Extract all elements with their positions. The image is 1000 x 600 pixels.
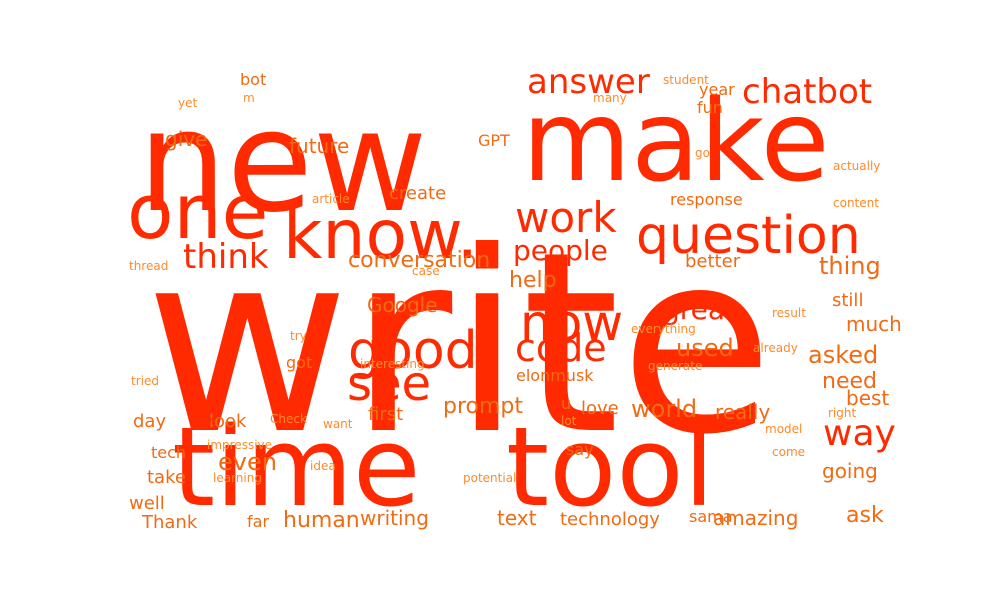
word-answer: answer xyxy=(527,62,650,102)
word-prompt: prompt xyxy=(443,394,523,419)
word-love: love xyxy=(581,398,619,419)
word-well: well xyxy=(129,493,165,514)
word-lot: lot xyxy=(561,414,577,428)
word-article: article xyxy=(312,192,350,206)
word-human: human xyxy=(283,508,360,533)
word-make: make xyxy=(522,77,830,207)
word-tried: tried xyxy=(131,374,159,388)
word-result: result xyxy=(772,306,806,320)
word-got: got xyxy=(286,353,312,372)
word-best: best xyxy=(846,386,889,410)
word-case: case xyxy=(412,264,440,278)
word-even: even xyxy=(218,448,277,476)
word-want: want xyxy=(323,417,353,431)
word-student: student xyxy=(663,73,709,87)
word-question: question xyxy=(636,206,861,266)
word-thank: Thank xyxy=(141,512,198,533)
word-potential: potential xyxy=(463,471,516,485)
word-look: look xyxy=(209,411,247,432)
word-used: used xyxy=(676,334,734,362)
word-work: work xyxy=(515,193,617,242)
word-going: going xyxy=(822,459,878,483)
word-content: content xyxy=(833,196,879,210)
word-take: take xyxy=(147,467,186,488)
word-technology: technology xyxy=(560,509,660,530)
word-far: far xyxy=(247,512,269,531)
word-text: text xyxy=(497,506,537,530)
word-tool: tool xyxy=(506,403,714,531)
word-already: already xyxy=(753,341,798,355)
word-better: better xyxy=(685,251,741,272)
word-idea: idea xyxy=(310,459,336,473)
word-m: m xyxy=(243,91,255,105)
word-give: give xyxy=(165,127,207,151)
word-interesting: interesting xyxy=(360,357,425,371)
word-thing: thing xyxy=(819,252,881,280)
word-sama: sama xyxy=(689,507,733,526)
word-writing: writing xyxy=(360,506,429,530)
word-see: see xyxy=(347,356,431,412)
word-go: go xyxy=(695,146,710,160)
word-great: great xyxy=(662,293,736,326)
word-code: code xyxy=(515,326,607,370)
word-know: know. xyxy=(283,196,478,275)
word-new: new xyxy=(138,81,427,244)
word-right: right xyxy=(828,406,856,420)
word-bot: bot xyxy=(240,70,266,89)
word-asked: asked xyxy=(808,341,878,369)
word-come: come xyxy=(772,445,805,459)
word-world: world xyxy=(631,395,697,423)
word-future: future xyxy=(289,134,349,158)
word-time: time xyxy=(172,403,421,531)
word-one: one xyxy=(127,167,268,256)
word-yet: yet xyxy=(178,96,197,110)
word-amazing: amazing xyxy=(713,506,798,530)
word-learning: learning xyxy=(213,471,262,485)
word-way: way xyxy=(823,413,896,454)
word-response: response xyxy=(670,190,743,209)
word-really: really xyxy=(715,400,770,424)
word-tech: tech xyxy=(151,443,186,462)
word-google: Google xyxy=(367,293,438,317)
word-fun: fun xyxy=(697,98,723,117)
word-elonmusk: elonmusk xyxy=(516,366,594,385)
word-still: still xyxy=(832,290,863,311)
word-conversation: conversation xyxy=(348,248,490,273)
word-say: say xyxy=(566,440,594,459)
word-write: write xyxy=(145,198,774,489)
word-chatbot: chatbot xyxy=(742,72,872,112)
word-help: help xyxy=(509,268,557,293)
word-many: many xyxy=(593,91,627,105)
word-impressive: impressive xyxy=(207,438,272,452)
word-day: day xyxy=(133,411,166,432)
word-people: people xyxy=(513,234,608,267)
word-first: first xyxy=(368,404,403,425)
word-need: need xyxy=(822,369,877,394)
word-much: much xyxy=(846,312,902,336)
word-think: think xyxy=(183,237,269,277)
word-check: Check xyxy=(270,412,307,426)
word-generate: generate xyxy=(648,359,702,373)
word-try: try xyxy=(290,329,307,343)
word-year: year xyxy=(699,80,735,99)
word-model: model xyxy=(765,422,802,436)
word-create: create xyxy=(389,183,446,204)
word-ask: ask xyxy=(846,503,884,528)
word-actually: actually xyxy=(833,159,880,173)
word-gpt: GPT xyxy=(478,131,510,150)
word-everything: everything xyxy=(631,322,696,336)
word-thread: thread xyxy=(129,259,168,273)
word-now: now xyxy=(520,294,623,352)
word-u: u xyxy=(561,394,571,413)
word-good: good xyxy=(348,321,478,381)
